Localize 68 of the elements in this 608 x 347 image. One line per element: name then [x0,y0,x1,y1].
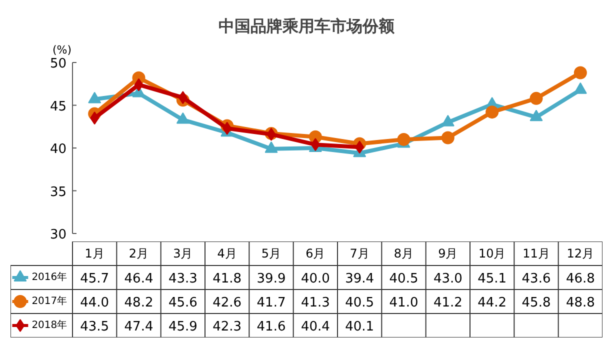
data-label: 41.3 [300,296,330,310]
data-label: 45.1 [478,272,507,286]
data-label: 41.2 [433,296,462,310]
legend-label: 2016年 [32,271,68,283]
data-label: 44.0 [80,296,110,310]
data-label: 39.4 [345,272,374,286]
x-tick-label: 5月 [261,246,282,260]
legend-label: 2017年 [32,295,68,307]
x-tick-label: 1月 [84,246,104,260]
x-tick-label: 2月 [128,246,149,260]
data-label: 42.6 [212,296,242,310]
data-label: 41.0 [389,296,418,310]
data-label: 46.4 [124,272,154,286]
data-label: 42.3 [212,320,242,334]
y-tick-label: 40 [50,142,67,157]
point [530,110,543,122]
data-label: 40.0 [300,272,330,286]
point [574,66,587,80]
data-label: 39.9 [256,272,286,286]
data-label: 41.8 [212,272,242,286]
data-label: 41.6 [256,320,286,334]
data-label: 45.6 [168,296,198,310]
point [486,106,499,119]
data-label: 46.8 [566,272,595,286]
data-label: 43.5 [80,320,110,334]
data-label: 43.0 [433,272,462,286]
legend-label: 2018年 [32,319,68,331]
point [178,91,188,104]
point [530,92,543,105]
x-tick-label: 3月 [173,246,193,260]
data-label: 40.1 [345,320,374,334]
x-tick-label: 4月 [217,246,237,260]
chart-title: 中国品牌乘用车市场份额 [218,16,396,36]
point [355,140,364,154]
data-label: 45.9 [168,320,198,334]
data-label: 45.8 [522,296,551,310]
data-label: 48.2 [124,296,154,310]
point [90,112,100,125]
point [134,78,144,92]
data-label: 45.7 [80,272,110,286]
y-axis-title: (%) [52,44,72,56]
point [441,114,454,126]
point [222,122,232,135]
x-tick-label: 7月 [350,246,370,260]
y-tick-label: 30 [50,228,67,242]
x-tick-label: 12月 [566,246,594,260]
point [264,141,278,153]
y-tick-label: 35 [50,184,67,200]
data-label: 41.7 [256,296,286,310]
point [310,138,320,152]
data-label: 44.2 [478,296,507,310]
x-tick-label: 9月 [438,246,458,260]
point [397,132,410,146]
data-label: 43.3 [168,272,198,286]
data-label: 48.8 [566,296,595,310]
y-tick-label: 45 [50,99,67,114]
y-tick-label: 50 [50,56,67,72]
x-tick-label: 8月 [394,246,414,260]
x-tick-label: 6月 [306,246,326,260]
data-label: 40.4 [300,320,330,334]
x-tick-label: 11月 [522,246,550,260]
point [441,131,454,144]
x-tick-label: 10月 [478,246,506,260]
data-label: 40.5 [389,272,418,286]
point [176,112,190,124]
data-label: 40.5 [345,296,374,310]
data-label: 43.6 [522,272,551,286]
data-label: 47.4 [124,320,154,334]
